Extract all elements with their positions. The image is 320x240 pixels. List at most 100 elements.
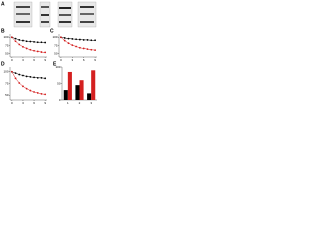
data-point [18, 73, 21, 76]
data-point [94, 49, 96, 51]
series-line [60, 37, 96, 51]
data-point [40, 92, 43, 95]
y-tick-label: 100 [3, 70, 8, 74]
data-point [36, 92, 39, 94]
y-tick-label: 50 [5, 93, 9, 97]
series-line [11, 71, 46, 79]
data-point [40, 51, 43, 53]
data-point [67, 42, 70, 45]
y-tick-label: 75 [54, 43, 58, 47]
x-tick-label: 3 [90, 101, 92, 105]
data-point [63, 37, 66, 39]
data-point [29, 76, 32, 78]
data-point [90, 39, 93, 42]
data-point [60, 36, 62, 39]
data-point [14, 40, 17, 43]
data-point [10, 70, 13, 73]
data-point [22, 45, 24, 48]
bar [91, 70, 96, 100]
x-tick-label: 0 [60, 58, 62, 62]
data-point [25, 87, 28, 90]
y-tick-label: 50 [57, 81, 61, 85]
data-point [40, 41, 43, 44]
panel-label: C [50, 28, 54, 34]
x-tick-label: 9 [44, 101, 46, 105]
data-point [29, 48, 32, 51]
data-point [22, 85, 24, 88]
data-point [25, 75, 28, 78]
bar [63, 90, 68, 100]
x-tick-label: 0 [11, 58, 13, 62]
x-tick-label: 3 [22, 58, 24, 62]
y-tick-label: 75 [5, 81, 9, 85]
y-tick-label: 75 [5, 43, 9, 47]
bar [75, 85, 80, 100]
series-line [60, 37, 96, 41]
data-point [67, 37, 70, 40]
bar [79, 80, 84, 100]
data-point [82, 47, 85, 50]
y-tick-label: 50 [5, 52, 9, 56]
data-point [29, 89, 32, 92]
data-point [79, 38, 81, 41]
data-point [33, 49, 35, 52]
data-point [25, 40, 28, 43]
data-point [90, 48, 93, 51]
data-point [75, 45, 77, 48]
panel-label: B [1, 28, 5, 34]
data-point [14, 77, 17, 80]
y-tick-label: 100 [3, 35, 8, 39]
series-line [11, 37, 46, 43]
x-tick-label: 6 [33, 58, 35, 62]
data-point [71, 44, 74, 47]
series-line [11, 37, 46, 53]
x-tick-label: 3 [22, 101, 24, 105]
data-point [14, 72, 17, 75]
x-tick-label: 9 [44, 58, 46, 62]
x-tick-label: 0 [11, 101, 13, 105]
data-point [22, 74, 24, 77]
data-point [33, 40, 35, 43]
data-point [71, 38, 74, 40]
data-point [29, 40, 32, 43]
data-point [25, 47, 28, 50]
x-tick-label: 6 [83, 58, 85, 62]
data-point [44, 41, 47, 44]
x-tick-label: 2 [79, 101, 81, 105]
data-point [36, 76, 39, 79]
x-tick-label: 3 [71, 58, 73, 62]
data-point [14, 37, 17, 40]
data-point [33, 91, 35, 93]
data-point [63, 39, 66, 42]
data-point [86, 39, 89, 41]
data-point [44, 93, 47, 96]
x-tick-label: 9 [94, 58, 96, 62]
bar [87, 93, 92, 100]
data-point [94, 39, 96, 42]
data-point [86, 48, 89, 51]
data-point [10, 36, 13, 39]
y-tick-label: 100 [55, 65, 60, 69]
x-tick-label: 1 [67, 101, 69, 105]
data-point [33, 76, 35, 79]
data-point [22, 39, 24, 42]
data-point [79, 46, 81, 49]
data-point [75, 38, 77, 41]
x-tick-label: 6 [33, 101, 35, 105]
y-tick-label: 50 [54, 52, 58, 56]
western-blot [13, 1, 97, 28]
bar [67, 71, 72, 100]
data-point [82, 39, 85, 41]
data-point [36, 50, 39, 53]
y-tick-label: 100 [52, 35, 57, 39]
data-point [18, 82, 21, 84]
series-line [11, 71, 46, 95]
panel-label: D [1, 61, 5, 67]
panel-label: E [53, 61, 57, 67]
data-point [40, 76, 43, 79]
data-point [36, 41, 39, 44]
data-point [44, 77, 47, 80]
data-point [44, 51, 47, 54]
panel-label: A [1, 1, 5, 7]
